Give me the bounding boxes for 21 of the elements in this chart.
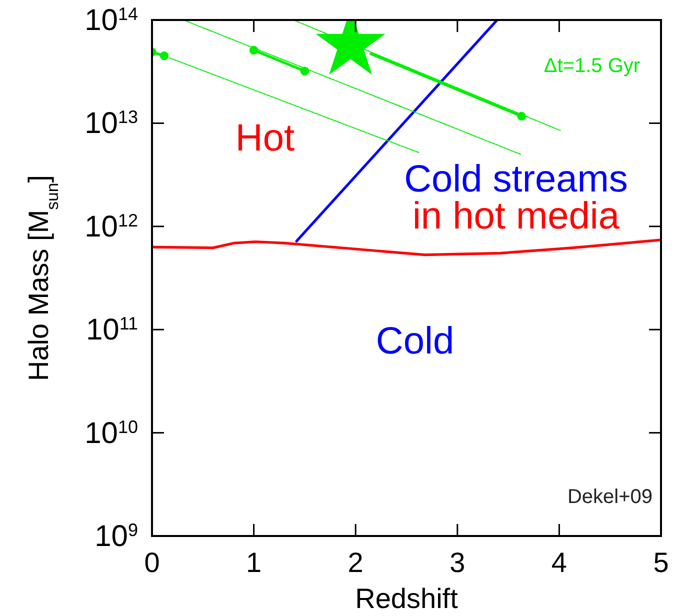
- y-tick-label: 10$^{10}$: [84, 416, 138, 450]
- annotation: Δt=1.5 Gyr: [544, 55, 640, 77]
- point: [300, 66, 310, 76]
- x-tick-label: 5: [653, 547, 669, 578]
- point: [249, 46, 258, 55]
- annotation: Dekel+09: [567, 486, 653, 508]
- x-tick-label: 0: [144, 547, 160, 578]
- y-tick-label: 10$^{9}$: [94, 520, 138, 553]
- annotation: Cold: [376, 320, 454, 362]
- y-tick-label: 10$^{12}$: [84, 210, 138, 244]
- point: [517, 112, 526, 121]
- y-tick-label: 10$^{11}$: [86, 314, 138, 347]
- line-series: [152, 238, 661, 256]
- x-tick-label: 1: [246, 547, 262, 578]
- x-tick-label: 2: [348, 547, 364, 578]
- x-tick-label: 3: [450, 547, 466, 578]
- x-tick-label: 4: [551, 547, 567, 578]
- y-tick-label: 10$^{14}$: [84, 4, 138, 37]
- annotation: Hot: [235, 117, 296, 160]
- y-tick-label: 10$^{13}$: [84, 107, 138, 140]
- x-axis-title: Redshift: [355, 583, 458, 614]
